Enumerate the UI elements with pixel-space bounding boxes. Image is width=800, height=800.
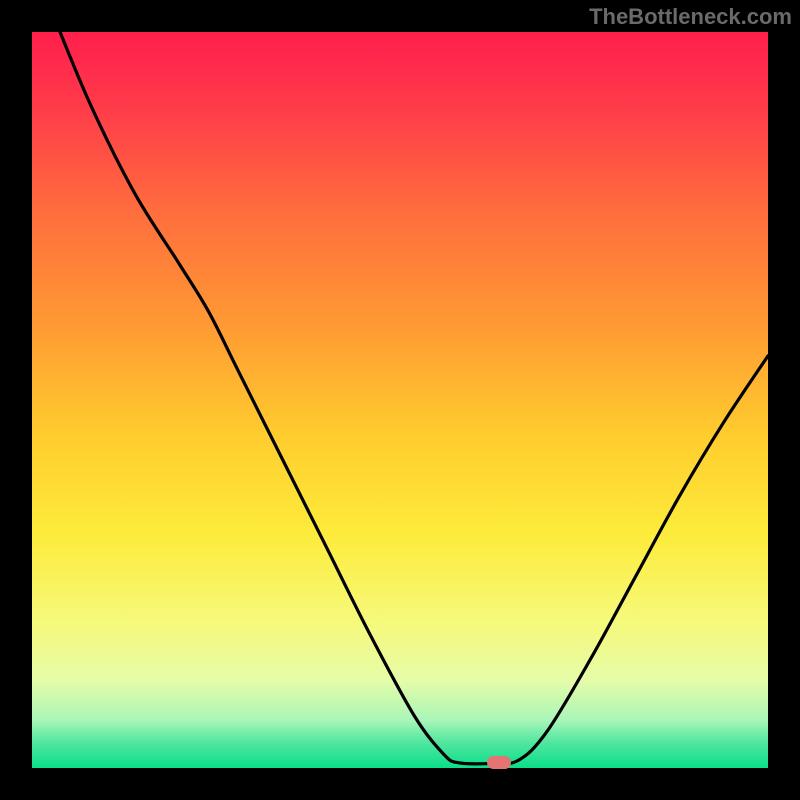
chart-container: TheBottleneck.com bbox=[0, 0, 800, 800]
plot-area bbox=[32, 32, 768, 768]
curve-svg bbox=[32, 32, 768, 768]
watermark-text: TheBottleneck.com bbox=[589, 4, 792, 30]
optimum-marker bbox=[487, 756, 511, 769]
bottleneck-curve bbox=[54, 32, 768, 764]
